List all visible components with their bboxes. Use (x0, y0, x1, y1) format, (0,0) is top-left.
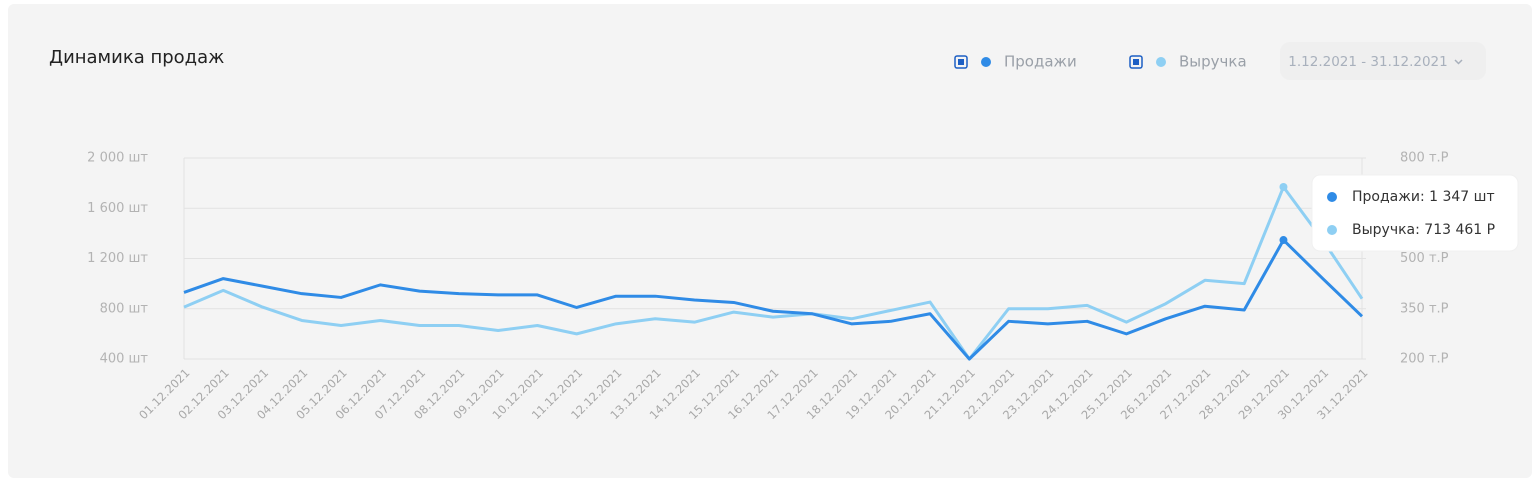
date-picker[interactable] (1280, 42, 1486, 80)
series-line (183, 185, 1364, 361)
tooltip-text: Выручка: 713 461 Р (1352, 222, 1495, 238)
legend-label: Выручка (1179, 53, 1247, 71)
y-tick-label: 800 шт (100, 301, 149, 316)
y-tick-label: 2 000 шт (87, 151, 148, 166)
legend-label: Продажи (1004, 53, 1077, 71)
legend-checkbox[interactable] (1129, 55, 1143, 69)
series-line (183, 238, 1364, 361)
legend-dot (1156, 57, 1166, 67)
tooltip (1311, 174, 1519, 252)
legend-check (1133, 59, 1139, 65)
legend-check (958, 59, 964, 65)
chart-title: Динамика продаж (49, 47, 224, 68)
y2-tick-label: 800 т.Р (1400, 151, 1449, 166)
y2-tick-label: 200 т.Р (1400, 352, 1449, 367)
legend-checkbox[interactable] (954, 55, 968, 69)
y-tick-label: 400 шт (100, 352, 149, 367)
hover-point (1279, 236, 1288, 245)
y2-tick-label: 500 т.Р (1400, 251, 1449, 266)
legend: Продажи Выручка (954, 53, 1247, 71)
y-tick-label: 1 200 шт (87, 251, 148, 266)
tooltip-text: Продажи: 1 347 шт (1352, 189, 1495, 205)
tooltip-dot (1327, 192, 1337, 202)
chevron (1454, 59, 1463, 65)
tooltip-dot (1327, 225, 1337, 235)
legend-dot (981, 57, 991, 67)
hover-point (1279, 182, 1288, 191)
y2-tick-label: 350 т.Р (1400, 301, 1449, 316)
y-tick-label: 1 600 шт (87, 201, 148, 216)
date-range[interactable]: 1.12.2021 - 31.12.2021 (1288, 54, 1447, 70)
